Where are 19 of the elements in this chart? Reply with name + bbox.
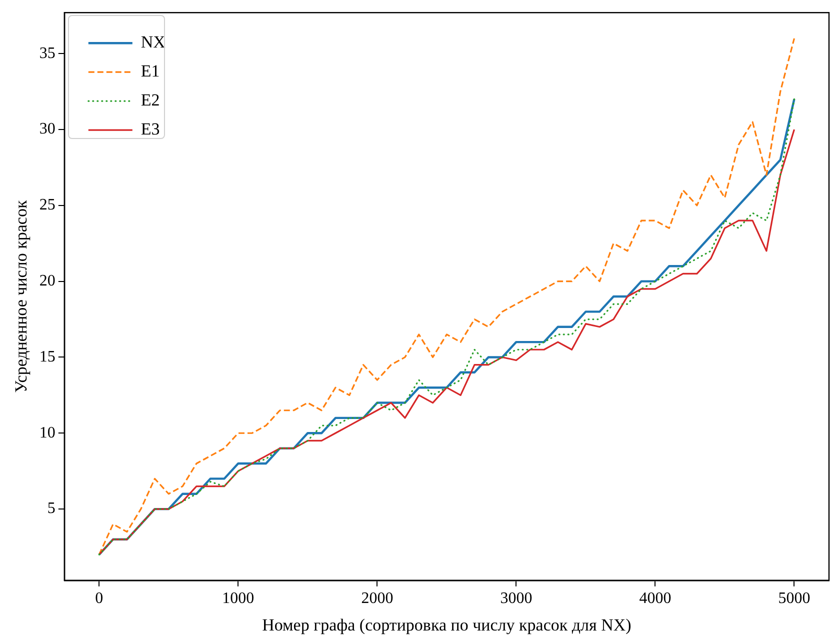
y-tick-label: 10 — [39, 424, 56, 442]
y-tick-label: 20 — [39, 272, 56, 290]
x-tick-label: 1000 — [222, 590, 254, 608]
y-tick-label: 15 — [39, 348, 56, 366]
x-tick-label: 0 — [95, 590, 104, 608]
y-tick-label: 25 — [39, 196, 56, 214]
y-tick-label: 35 — [39, 44, 56, 62]
x-tick-label: 3000 — [500, 590, 532, 608]
y-axis-title: Усредненное число красок — [12, 200, 31, 393]
y-tick-label: 5 — [47, 500, 56, 518]
x-tick-label: 5000 — [778, 590, 810, 608]
legend-label: E3 — [140, 120, 160, 139]
legend-label: NX — [140, 32, 166, 52]
legend-label: E1 — [140, 62, 160, 81]
x-tick-label: 2000 — [361, 590, 394, 608]
y-tick-label: 30 — [39, 120, 56, 138]
legend-label: E2 — [140, 90, 160, 110]
x-tick-label: 4000 — [639, 590, 672, 608]
x-axis-title: Номер графа (сортировка по числу красок для NX) — [262, 615, 632, 634]
